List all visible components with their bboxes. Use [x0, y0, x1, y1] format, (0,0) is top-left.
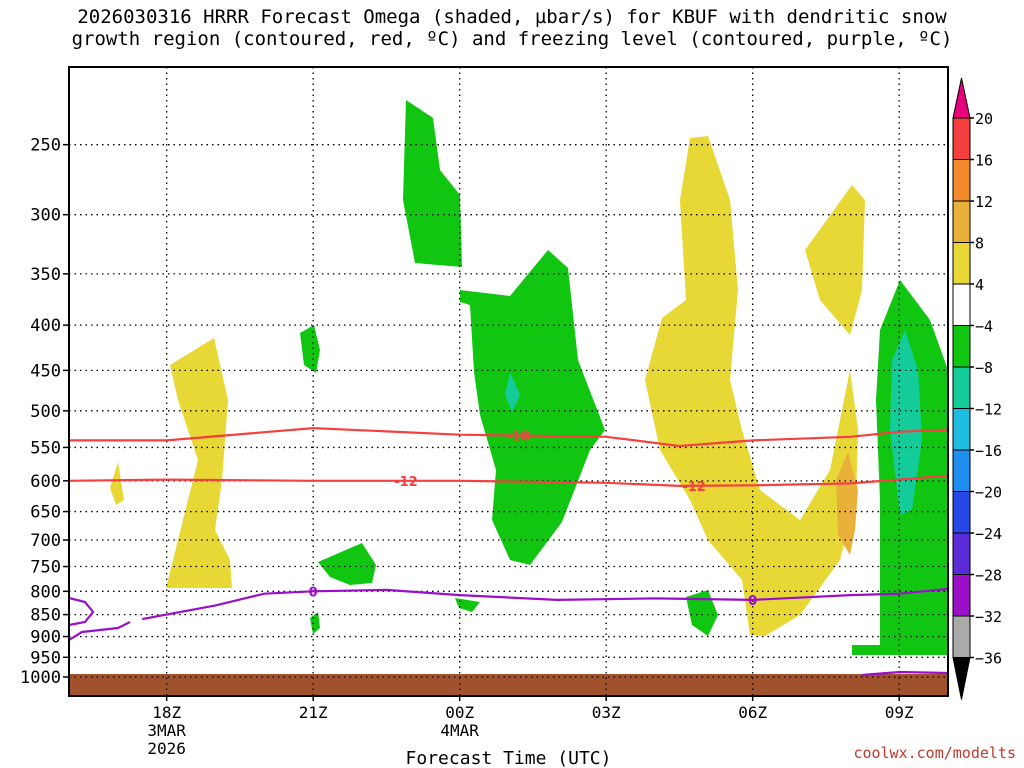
omega-region-positive	[166, 338, 232, 588]
colorbar-swatch	[952, 449, 971, 492]
colorbar-label: −12	[975, 401, 1002, 419]
omega-region-negative-strong	[505, 372, 520, 412]
dendritic-contour-label: -12	[682, 480, 706, 495]
colorbar-swatch	[952, 159, 971, 202]
colorbar: 20 16 12 8 4 −4 −8 −12 −16 −20 −24 −28 −32 −36	[952, 77, 1002, 700]
y-tick-label: 350	[30, 265, 61, 285]
colorbar-label: −20	[975, 484, 1002, 502]
dendritic-contour	[68, 474, 949, 488]
x-tick-sublabel: 3MAR	[147, 721, 186, 740]
x-tick-label: 00Z	[445, 703, 474, 722]
colorbar-label: 12	[975, 193, 993, 211]
colorbar-label: −28	[975, 567, 1002, 585]
y-tick-label: 700	[30, 531, 61, 551]
colorbar-label: −32	[975, 608, 1002, 626]
colorbar-swatch	[952, 117, 971, 160]
y-tick-label: 450	[30, 361, 61, 381]
colorbar-label: 4	[975, 276, 984, 294]
omega-region-negative	[460, 250, 605, 565]
y-tick-label: 250	[30, 136, 61, 156]
y-tick-label: 300	[30, 206, 61, 226]
omega-region-negative	[318, 543, 376, 585]
y-tick-label: 850	[30, 606, 61, 626]
omega-region-positive	[645, 136, 858, 636]
plot-frame	[68, 66, 949, 697]
y-tick-label: 950	[30, 648, 61, 668]
colorbar-swatch	[952, 325, 971, 368]
contour-lines: -18 -12 -12 0 0	[68, 426, 949, 677]
colorbar-label: −24	[975, 525, 1002, 543]
dendritic-contour	[69, 426, 949, 448]
colorbar-swatch	[952, 366, 971, 409]
x-tick-label: 18Z	[152, 703, 181, 722]
colorbar-label: 8	[975, 235, 984, 253]
omega-region-negative	[300, 325, 320, 373]
omega-region-negative	[403, 100, 462, 267]
y-tick-label: 800	[30, 582, 61, 602]
x-tick-sublabel: 4MAR	[440, 721, 479, 740]
omega-shading	[110, 100, 948, 655]
colorbar-label: −4	[975, 318, 993, 336]
colorbar-swatch	[952, 242, 971, 285]
dendritic-contour-label: -18	[507, 430, 531, 445]
omega-region-negative	[455, 598, 480, 612]
freezing-contour	[861, 670, 949, 677]
omega-region-positive-strong	[836, 452, 858, 555]
y-tick-label: 500	[30, 402, 61, 422]
colorbar-swatch	[952, 615, 971, 658]
omega-region-negative-strong	[890, 330, 922, 515]
colorbar-swatch	[952, 200, 971, 243]
y-tick-label: 400	[30, 316, 61, 336]
omega-region-positive	[110, 462, 124, 505]
chart-title: 2026030316 HRRR Forecast Omega (shaded, …	[0, 6, 1024, 50]
x-tick-label: 03Z	[592, 703, 621, 722]
chart-title-line1: 2026030316 HRRR Forecast Omega (shaded, …	[77, 6, 947, 28]
x-axis-label: Forecast Time (UTC)	[406, 748, 612, 768]
y-tick-label: 650	[30, 503, 61, 523]
y-tick-label: 550	[30, 438, 61, 458]
x-tick-label: 21Z	[299, 703, 328, 722]
colorbar-swatch	[952, 283, 971, 326]
colorbar-swatch	[952, 491, 971, 534]
colorbar-label: −8	[975, 359, 993, 377]
colorbar-swatch	[952, 408, 971, 451]
colorbar-swatch	[952, 532, 971, 575]
freezing-contour	[68, 621, 131, 641]
chart-title-line2: growth region (contoured, red, ºC) and f…	[71, 28, 953, 50]
omega-region-negative	[686, 590, 718, 636]
colorbar-label: 20	[975, 110, 993, 128]
y-tick-label: 750	[30, 558, 61, 578]
x-tick-label: 06Z	[738, 703, 767, 722]
axes: 2503003504004505005506006507007508008509…	[20, 66, 949, 768]
y-tick-label: 1000	[20, 668, 61, 688]
freezing-contour	[142, 587, 949, 621]
colorbar-label: 16	[975, 152, 993, 170]
colorbar-arrow-bottom	[952, 657, 971, 700]
omega-region-positive	[805, 185, 865, 335]
colorbar-arrow-top	[952, 77, 971, 119]
dendritic-contour-label: -12	[394, 475, 418, 490]
terrain-surface	[69, 674, 948, 696]
y-tick-label: 900	[30, 628, 61, 648]
grid	[69, 67, 948, 696]
credit-text: coolwx.com/modelts	[853, 744, 1016, 762]
freezing-contour	[68, 596, 95, 627]
freezing-contour-label: 0	[309, 585, 318, 600]
colorbar-swatch	[952, 574, 971, 617]
x-tick-sublabel: 2026	[147, 739, 186, 758]
colorbar-label: −36	[975, 650, 1002, 668]
freezing-contour-label: 0	[748, 594, 757, 609]
omega-region-negative	[310, 612, 320, 634]
y-tick-label: 600	[30, 472, 61, 492]
x-tick-label: 09Z	[885, 703, 914, 722]
colorbar-label: −16	[975, 442, 1002, 460]
